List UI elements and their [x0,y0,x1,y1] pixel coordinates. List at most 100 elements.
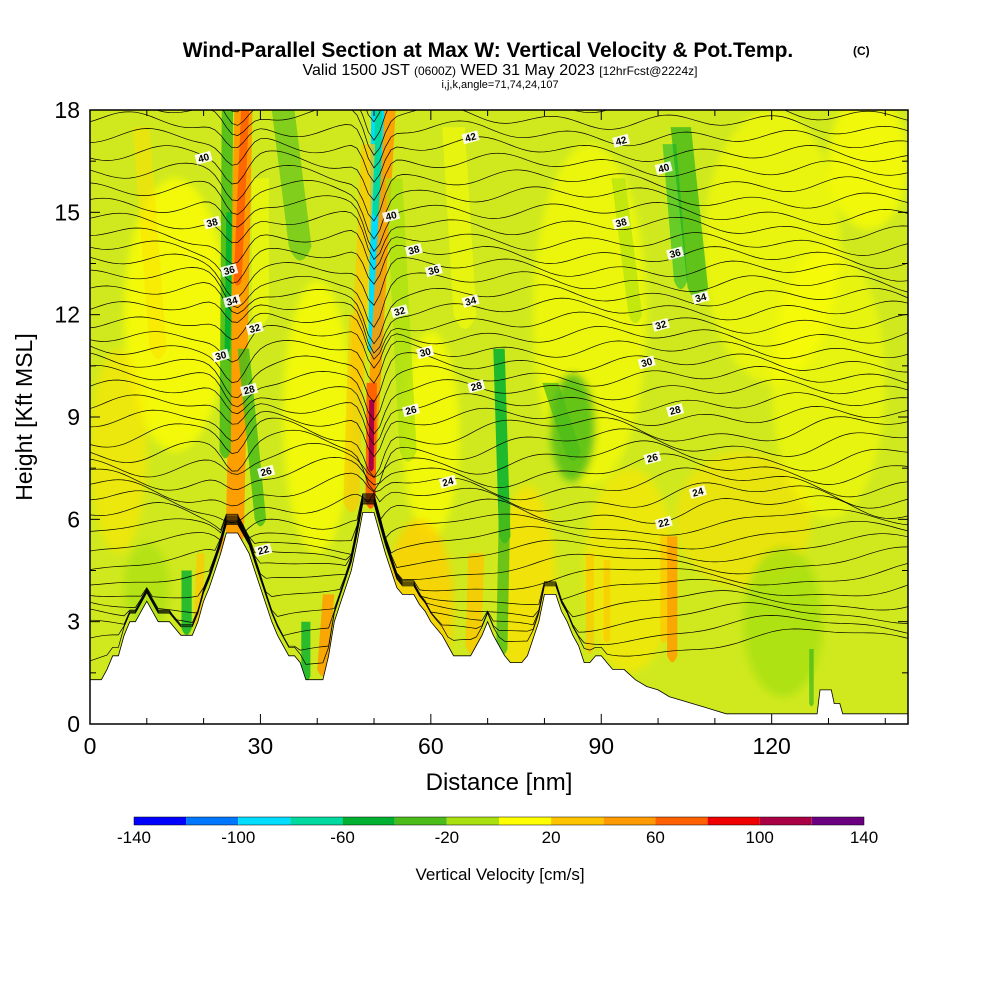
x-axis: 0 30 60 90 120 [84,110,886,759]
colorbar-swatch [238,817,291,825]
field-streak [372,110,382,217]
field-patch [771,246,886,520]
contour-label-box [194,150,213,165]
contour-label: 36 [424,263,443,278]
contour-label: 28 [240,382,259,398]
contour-label: 38 [612,215,631,231]
y-tick-label: 15 [54,199,80,225]
contour-label-box [654,515,673,530]
field-streak [317,594,335,677]
contour-label: 34 [691,290,710,306]
colorbar-tick-label: -60 [330,828,355,847]
theta-contour-line [90,392,908,446]
colorbar-frame [133,816,865,826]
theta-contour-line [222,110,908,141]
contour-label-text: 34 [694,292,708,306]
contour-label-box [390,304,409,319]
contour-label: 36 [220,263,239,278]
valid-prefix: Valid 1500 JST [303,62,411,79]
field-streak [132,127,167,360]
contour-label-text: 36 [223,264,237,278]
contour-label-box [416,345,435,360]
colorbar: -140 -100 -60 -20 20 60 100 140 [117,816,878,847]
contour-label-text: 26 [260,466,274,480]
contour-label: 38 [203,215,222,230]
contour-label: 28 [666,403,685,418]
colorbar-swatch [446,817,499,825]
contour-label-box [461,294,480,308]
contour-label: 28 [467,379,486,394]
contour-label: 38 [404,242,423,258]
contour-label-box [637,355,656,370]
contour-label-text: 40 [385,210,399,224]
field-streak [385,178,417,462]
theta-contour-line [90,240,908,285]
colorbar-swatch [290,817,343,825]
contour-label: 36 [666,246,685,261]
theta-contour-line [90,253,908,306]
field-streak [667,536,678,663]
contour-label-box [691,290,710,305]
colorbar-tick-label: 100 [746,828,774,847]
colorbar-tick-label: -140 [117,828,151,847]
theta-contour-line [90,467,908,507]
contour-label: 30 [637,355,656,370]
contour-label-box [203,215,222,230]
theta-contour-line [90,340,908,384]
theta-contour-line [90,162,908,222]
contour-label: 22 [254,543,273,558]
theta-contour-line [90,482,908,524]
y-tick-label: 9 [67,404,80,430]
colorbar-tick-label: 20 [542,828,561,847]
contour-label-text: 28 [669,404,683,418]
field-streak [301,621,311,682]
contour-label-box [461,130,480,145]
theta-contour-labels: 40 38 36 34 32 30 28 26 22 42 42 40 40 38 38 36 36 34 34 32… [194,130,710,558]
field-patch [828,110,908,230]
contour-label-box [651,317,670,332]
field-streak [465,553,485,656]
contour-label-text: 38 [615,217,629,231]
contour-label-text: 38 [407,244,421,258]
theta-contour-line [90,453,908,491]
y-tick-label: 12 [54,302,80,328]
field-streak [611,178,643,324]
field-streak [442,127,477,329]
contour-label-text: 28 [243,384,257,398]
forecast-info: [12hrFcst@2224z] [599,64,697,78]
colorbar-swatch [342,817,395,825]
contour-label-box [666,403,685,418]
field-patch [90,348,147,554]
contour-label: 22 [654,515,673,530]
field-streak [493,348,511,544]
colorbar-swatch [499,817,552,825]
colorbar-swatch [759,817,812,825]
contour-label-box [612,215,631,230]
field-streak [343,314,365,513]
contour-label-text: 32 [393,305,407,319]
colorbar-swatch [655,817,708,825]
y-tick-label: 3 [67,609,80,635]
contour-label: 32 [245,321,264,336]
contour-label-box [666,246,685,261]
colorbar-swatch [551,817,604,825]
contour-label-text: 36 [669,247,683,261]
contour-label-box [254,543,273,557]
contour-label: 40 [654,161,673,176]
copyright-mark: (C) [853,44,870,58]
contour-label: 26 [401,403,421,418]
colorbar-tick-label: -20 [435,828,460,847]
contour-label-box [245,321,264,336]
x-tick-label: 0 [84,733,97,759]
theta-contour-line [90,365,908,421]
field-streak [585,553,594,654]
colorbar-tick-label: -100 [221,828,255,847]
contour-label-box [424,263,443,278]
x-tick-label: 120 [752,733,790,759]
y-tick-label: 18 [54,97,80,123]
contour-label: 26 [643,450,662,466]
contour-label-text: 26 [404,404,418,418]
field-streak [670,127,708,301]
theta-contour-line [90,211,908,260]
